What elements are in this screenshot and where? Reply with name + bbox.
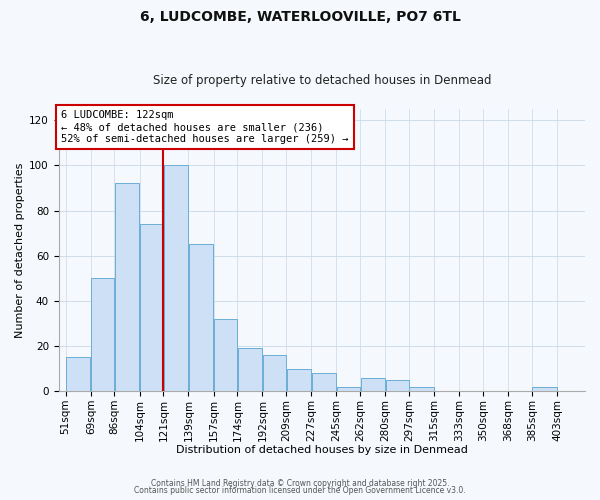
Text: 6, LUDCOMBE, WATERLOOVILLE, PO7 6TL: 6, LUDCOMBE, WATERLOOVILLE, PO7 6TL [140,10,460,24]
Bar [115,184,139,391]
Text: 6 LUDCOMBE: 122sqm
← 48% of detached houses are smaller (236)
52% of semi-detach: 6 LUDCOMBE: 122sqm ← 48% of detached hou… [61,110,349,144]
Bar [263,355,286,391]
Bar [91,278,114,391]
Y-axis label: Number of detached properties: Number of detached properties [15,162,25,338]
Bar [164,166,188,391]
Bar [312,373,336,391]
Bar [361,378,385,391]
Bar [238,348,262,391]
Bar [409,386,434,391]
Bar [66,357,91,391]
Bar [140,224,163,391]
Title: Size of property relative to detached houses in Denmead: Size of property relative to detached ho… [152,74,491,87]
X-axis label: Distribution of detached houses by size in Denmead: Distribution of detached houses by size … [176,445,468,455]
Text: Contains public sector information licensed under the Open Government Licence v3: Contains public sector information licen… [134,486,466,495]
Bar [189,244,213,391]
Bar [386,380,409,391]
Bar [214,319,237,391]
Bar [287,368,311,391]
Text: Contains HM Land Registry data © Crown copyright and database right 2025.: Contains HM Land Registry data © Crown c… [151,478,449,488]
Bar [532,386,557,391]
Bar [337,386,360,391]
